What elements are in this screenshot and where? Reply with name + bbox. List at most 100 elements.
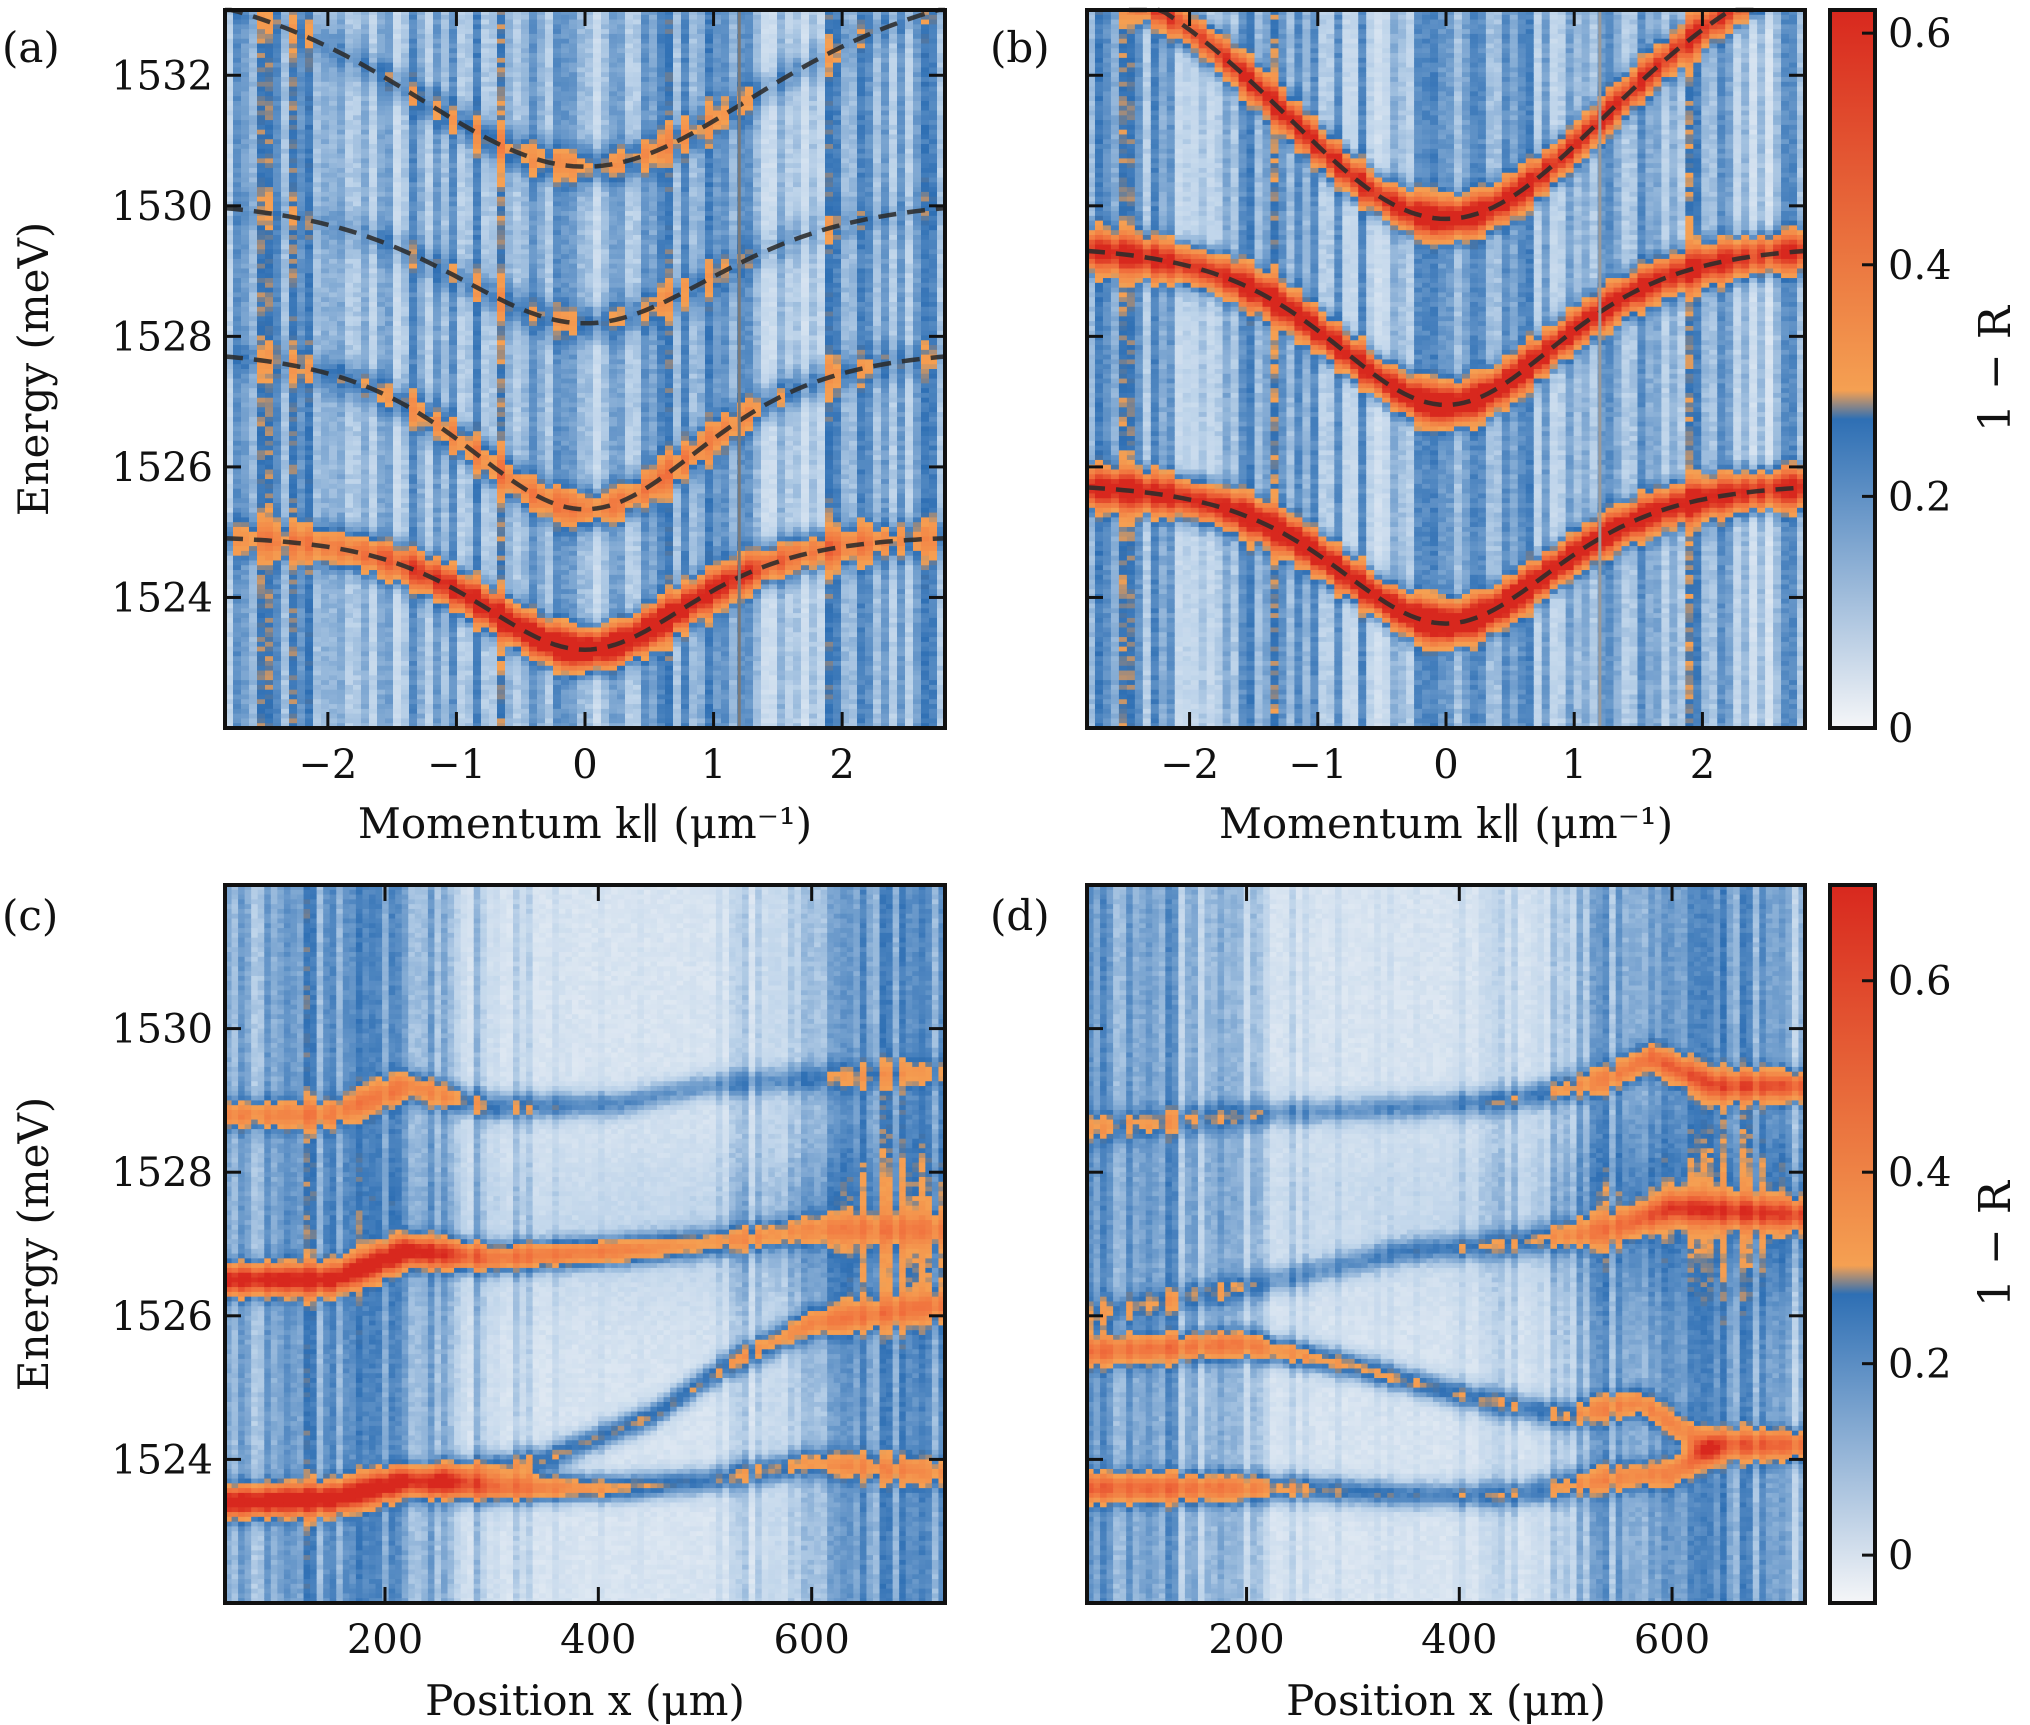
heatmap-cell — [241, 656, 250, 661]
heatmap-cell — [233, 642, 242, 647]
heatmap-cell — [241, 96, 250, 101]
heatmap-cell — [249, 230, 258, 235]
heatmap-cell — [241, 288, 250, 293]
heatmap-cell — [249, 182, 258, 187]
heatmap-cell — [241, 316, 250, 321]
heatmap-cell — [241, 273, 250, 278]
heatmap-cell — [233, 714, 242, 719]
heatmap-cell — [241, 374, 250, 379]
heatmap-cell — [249, 268, 258, 273]
heatmap-cell — [241, 307, 250, 312]
heatmap-cell — [249, 168, 258, 173]
heatmap-cell — [233, 268, 242, 273]
heatmap-cell — [241, 580, 250, 585]
heatmap-cell — [241, 474, 250, 479]
heatmap-cell — [249, 412, 258, 417]
heatmap-cell — [241, 335, 250, 340]
heatmap-cell — [233, 694, 242, 699]
heatmap-cell — [233, 130, 242, 135]
heatmap-cell — [233, 225, 242, 230]
heatmap-cell — [233, 513, 242, 518]
heatmap-cell — [233, 82, 242, 87]
heatmap-cell — [241, 513, 250, 518]
heatmap-cell — [241, 522, 250, 527]
heatmap-cell — [241, 541, 250, 546]
heatmap-cell — [241, 278, 250, 283]
heatmap-cell — [249, 111, 258, 116]
heatmap-cell — [241, 221, 250, 226]
heatmap-cell — [249, 455, 258, 460]
heatmap-cell — [241, 216, 250, 221]
heatmap-cell — [233, 446, 242, 451]
heatmap-cell — [233, 44, 242, 49]
heatmap-cell — [241, 446, 250, 451]
heatmap-cell — [241, 426, 250, 431]
heatmap-cell — [233, 288, 242, 293]
heatmap-cell — [249, 178, 258, 183]
heatmap-cell — [233, 53, 242, 58]
heatmap-cell — [233, 383, 242, 388]
heatmap-cell — [241, 158, 250, 163]
heatmap-cell — [241, 350, 250, 355]
heatmap-cell — [249, 374, 258, 379]
heatmap-cell — [241, 383, 250, 388]
heatmap-cell — [249, 221, 258, 226]
heatmap-cell — [241, 455, 250, 460]
heatmap-cell — [241, 149, 250, 154]
heatmap-cell — [233, 48, 242, 53]
heatmap-cell — [233, 608, 242, 613]
heatmap-cell — [241, 120, 250, 125]
heatmap-cell — [241, 704, 250, 709]
heatmap-cell — [241, 39, 250, 44]
heatmap-cell — [249, 115, 258, 120]
heatmap-cell — [233, 426, 242, 431]
heatmap-cell — [233, 364, 242, 369]
heatmap-cell — [233, 87, 242, 92]
heatmap-cell — [233, 91, 242, 96]
heatmap-cell — [241, 565, 250, 570]
heatmap-cell — [233, 560, 242, 565]
heatmap-cell — [233, 125, 242, 130]
heatmap-cell — [241, 388, 250, 393]
heatmap-cell — [241, 154, 250, 159]
heatmap-cell — [233, 460, 242, 465]
heatmap-cell — [233, 599, 242, 604]
heatmap-cell — [249, 489, 258, 494]
heatmap-cell — [249, 383, 258, 388]
heatmap-cell — [241, 182, 250, 187]
heatmap-cell — [241, 436, 250, 441]
heatmap-cell — [241, 168, 250, 173]
heatmap-cell — [233, 651, 242, 656]
heatmap-cell — [233, 522, 242, 527]
heatmap-cell — [241, 20, 250, 25]
heatmap-cell — [241, 134, 250, 139]
heatmap-cell — [241, 671, 250, 676]
heatmap-cell — [233, 230, 242, 235]
heatmap-cell — [249, 417, 258, 422]
heatmap-cell — [249, 398, 258, 403]
heatmap-cell — [233, 29, 242, 34]
heatmap-cell — [249, 307, 258, 312]
heatmap-cell — [249, 350, 258, 355]
heatmap-cell — [241, 82, 250, 87]
heatmap-cell — [249, 446, 258, 451]
heatmap-cell — [233, 163, 242, 168]
heatmap-cell — [233, 235, 242, 240]
heatmap-cell — [249, 388, 258, 393]
heatmap-cell — [233, 589, 242, 594]
heatmap-cell — [233, 173, 242, 178]
heatmap-cell — [249, 403, 258, 408]
heatmap-cell — [233, 34, 242, 39]
heatmap-cell — [249, 216, 258, 221]
heatmap-cell — [233, 527, 242, 532]
heatmap-cell — [249, 474, 258, 479]
heatmap-cell — [233, 623, 242, 628]
heatmap-cell — [233, 139, 242, 144]
heatmap-cell — [241, 15, 250, 20]
heatmap-cell — [241, 48, 250, 53]
heatmap-cell — [249, 345, 258, 350]
heatmap-cell — [249, 259, 258, 264]
heatmap-cell — [241, 623, 250, 628]
heatmap-cell — [233, 407, 242, 412]
